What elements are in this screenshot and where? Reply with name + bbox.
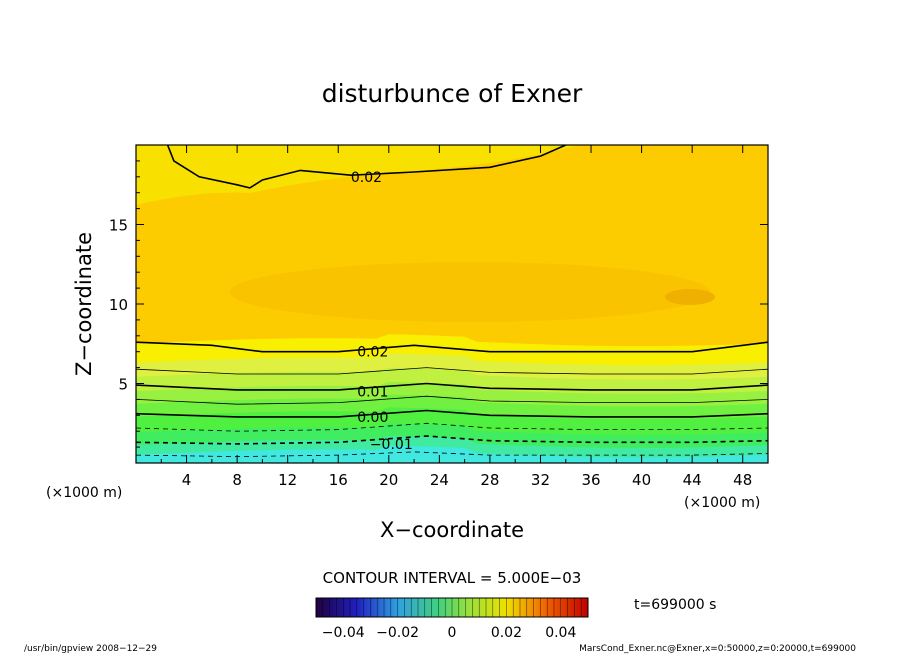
colorbar-tick-label: −0.02: [376, 625, 419, 641]
x-tick-label: 32: [531, 471, 550, 489]
time-text: t=699000 s: [634, 597, 716, 613]
x-tick-label: 20: [379, 471, 398, 489]
footer-right: MarsCond_Exner.nc@Exner,x=0:50000,z=0:20…: [579, 644, 856, 654]
x-tick-label: 8: [232, 471, 242, 489]
contour-interval-text: CONTOUR INTERVAL = 5.000E−03: [323, 569, 582, 587]
x-tick-label: 40: [632, 471, 651, 489]
x-tick-label: 28: [480, 471, 499, 489]
y-axis-label: Z−coordinate: [72, 232, 96, 376]
x-tick-label: 44: [683, 471, 702, 489]
contour-label: 0.00: [357, 410, 388, 426]
contour-line: [136, 382, 768, 391]
contour-line: [136, 367, 768, 375]
y-tick-label: 5: [118, 376, 128, 394]
contour-line: [166, 145, 567, 189]
contour-label: 0.01: [357, 384, 388, 400]
contour-line: [136, 451, 768, 458]
x-tick-label: 12: [278, 471, 297, 489]
orange-core-region-small: [665, 289, 715, 305]
footer-left: /usr/bin/gpview 2008−12−29: [24, 644, 157, 654]
colorbar-tick-label: −0.04: [322, 625, 365, 641]
orange-core-region: [230, 262, 710, 322]
contour-line: [136, 395, 768, 405]
x-axis-label: X−coordinate: [380, 518, 524, 542]
x-unit-left: (×1000 m): [46, 485, 122, 501]
chart-title: disturbunce of Exner: [322, 79, 583, 108]
color-band: [136, 445, 768, 463]
x-tick-label: 24: [430, 471, 449, 489]
contour-line: [136, 422, 768, 432]
colorbar-tick-label: 0.04: [545, 625, 576, 641]
contour-line: [136, 409, 768, 418]
colorbar-tick-label: 0: [448, 625, 457, 641]
x-tick-label: 36: [581, 471, 600, 489]
contour-line: [136, 341, 768, 353]
x-unit-right: (×1000 m): [684, 495, 760, 511]
x-tick-label: 16: [329, 471, 348, 489]
colorbar-tick-label: 0.02: [491, 625, 522, 641]
x-tick-label: 4: [182, 471, 192, 489]
y-tick-label: 10: [109, 296, 128, 314]
contour-label: 0.02: [357, 345, 388, 361]
x-tick-label: 48: [733, 471, 752, 489]
contour-label: −0.01: [370, 437, 413, 453]
contour-line: [136, 435, 768, 445]
y-tick-label: 15: [109, 217, 128, 235]
contour-label: 0.02: [351, 170, 382, 186]
